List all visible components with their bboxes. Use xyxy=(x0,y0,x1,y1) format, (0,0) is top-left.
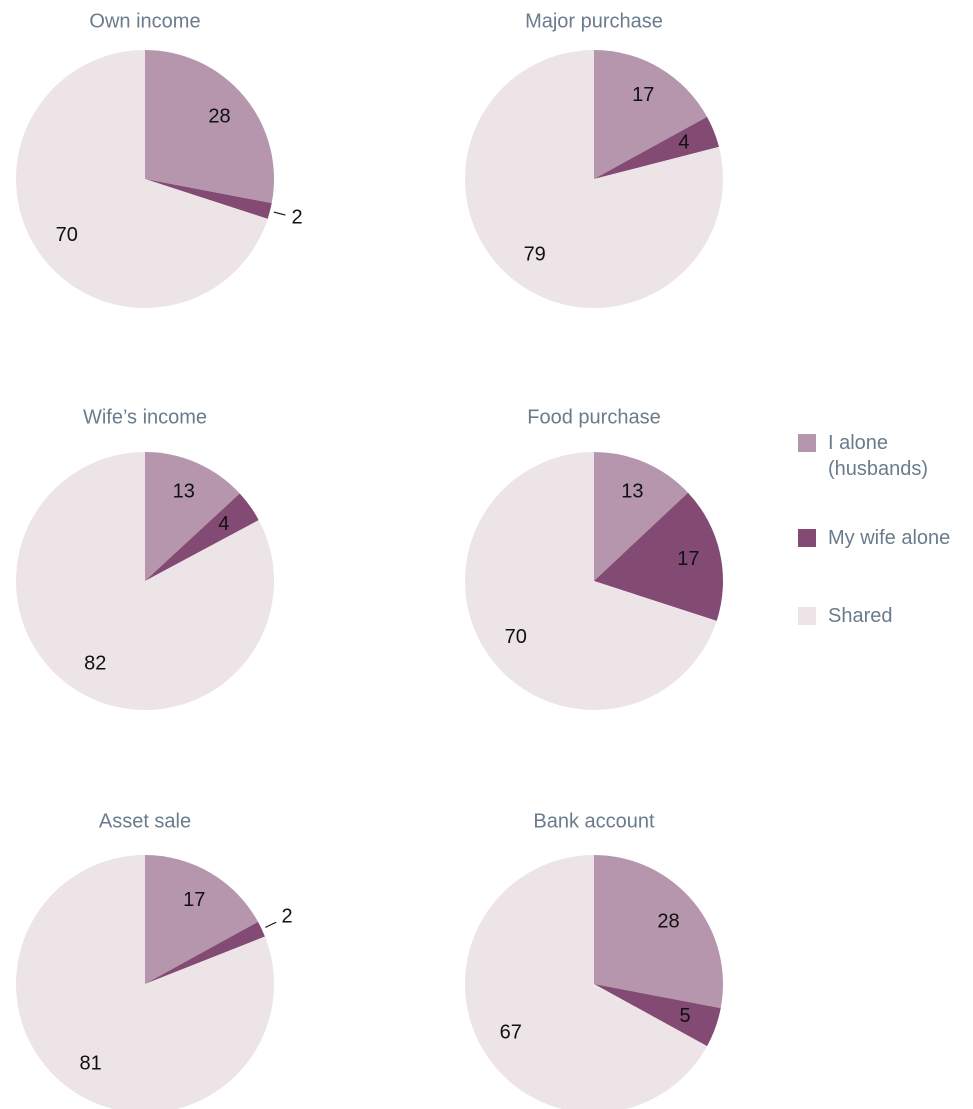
pie-slice xyxy=(145,921,265,984)
legend-swatch xyxy=(798,434,816,452)
data-label: 17 xyxy=(632,84,654,106)
data-label: 5 xyxy=(679,1005,690,1027)
data-label: 70 xyxy=(56,224,78,246)
pie-slice xyxy=(594,492,723,621)
data-label: 81 xyxy=(79,1052,101,1074)
data-label: 2 xyxy=(281,905,292,927)
pie-slice xyxy=(464,50,723,308)
data-label: 67 xyxy=(500,1022,522,1044)
pie-slice xyxy=(145,855,259,984)
pie-title: Asset sale xyxy=(99,810,191,832)
pie-title: Wife’s income xyxy=(83,406,207,428)
data-label: 70 xyxy=(505,626,527,648)
pie-slice xyxy=(145,452,240,581)
legend-item: My wife alone xyxy=(798,525,973,551)
data-label: 4 xyxy=(218,513,229,535)
legend-swatch xyxy=(798,607,816,625)
data-label: 17 xyxy=(677,548,699,570)
data-label: 13 xyxy=(173,481,195,503)
pie-slice xyxy=(594,452,689,581)
pie-title: Food purchase xyxy=(527,406,660,428)
pie-slice xyxy=(594,984,721,1047)
pie-slice xyxy=(16,855,274,1109)
pie-slice xyxy=(594,116,719,179)
leader-line xyxy=(273,211,286,216)
pie-slice xyxy=(145,179,272,219)
pie-title: Major purchase xyxy=(525,10,663,32)
pie-title: Own income xyxy=(89,10,200,32)
pie-slice xyxy=(16,50,268,309)
legend-item: Shared xyxy=(798,603,973,629)
pie-slice xyxy=(145,493,259,581)
legend-swatch xyxy=(798,529,816,547)
pie-slice xyxy=(594,50,708,179)
data-label: 4 xyxy=(678,132,689,154)
data-label: 82 xyxy=(84,652,106,674)
pie-slice xyxy=(594,855,723,1009)
data-label: 28 xyxy=(208,106,230,128)
data-label: 28 xyxy=(657,911,679,933)
data-label: 13 xyxy=(621,480,643,502)
pie-slice xyxy=(465,452,717,710)
pie-slice xyxy=(145,50,274,204)
leader-line xyxy=(265,921,277,928)
legend-label: My wife alone xyxy=(828,527,951,549)
pie-slice xyxy=(16,452,275,710)
data-label: 2 xyxy=(292,206,303,228)
legend-item: I alone (husbands) xyxy=(798,430,973,482)
data-label: 17 xyxy=(183,889,205,911)
pie-slice xyxy=(465,855,708,1109)
legend-label: Shared xyxy=(828,605,893,627)
pie-title: Bank account xyxy=(533,810,655,832)
data-label: 79 xyxy=(524,244,546,266)
legend-label: I alone (husbands) xyxy=(828,432,929,480)
